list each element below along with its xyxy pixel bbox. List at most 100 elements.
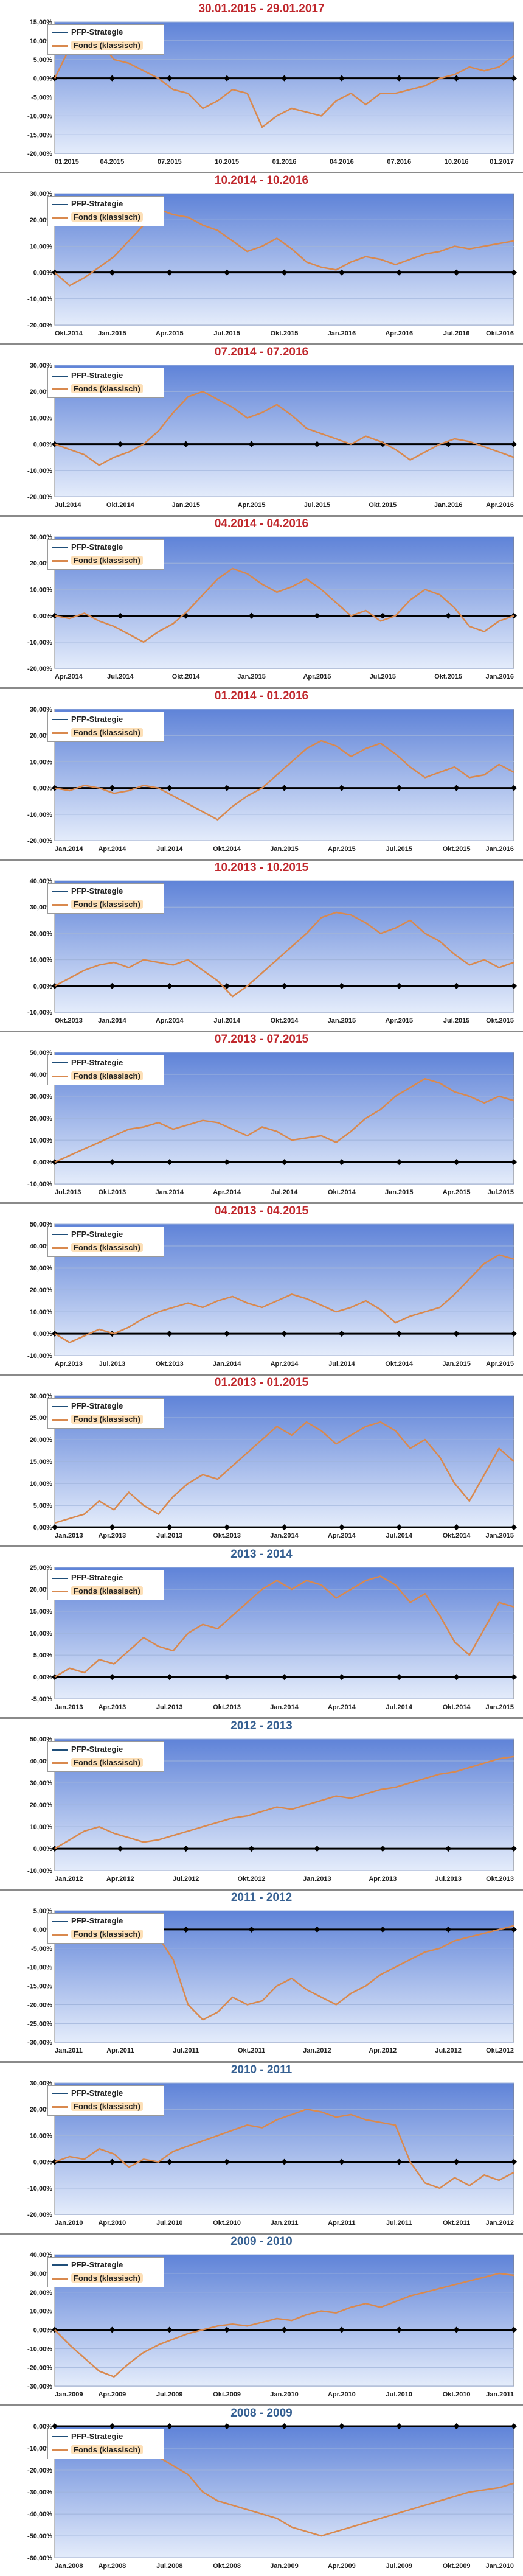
chart-panel: 2011 - 2012 -30,00% -25,00% -20,00% -15,00% -… [0,1889,523,2060]
y-tick-label: -15,00% [27,131,52,139]
strategy-marker [166,785,173,791]
x-tick-label: Apr.2013 [98,1704,126,1711]
legend-swatch-strategy [52,547,68,548]
strategy-marker [281,982,288,989]
chart-legend: PFP-Strategie Fonds (klassisch) [47,196,164,227]
y-tick-label: -20,00% [27,322,52,329]
strategy-marker [166,1158,173,1165]
y-tick-label: 10,00% [30,587,53,594]
x-tick-label: 04.2015 [100,158,124,166]
x-tick-label: Okt.2014 [271,1017,299,1024]
strategy-marker [166,2326,173,2333]
y-tick-label: 0,00% [33,2326,52,2334]
strategy-marker [248,1927,255,1933]
chart-title: 2009 - 2010 [230,2235,293,2248]
panel-divider [0,172,523,174]
fund-series-line [54,391,514,466]
legend-entry-strategy: PFP-Strategie [52,1228,123,1241]
strategy-marker [281,269,288,276]
chart-panel: 30.01.2015 - 29.01.2017 -20,00% -15,00% -10… [0,0,523,172]
legend-label-fund: Fonds (klassisch) [71,1758,143,1768]
legend-entry-fund: Fonds (klassisch) [52,555,143,567]
x-tick-label: Jul.2013 [156,1532,182,1539]
x-tick-label: Apr.2015 [156,330,184,337]
chart-panel: 2008 - 2009 -60,00% -50,00% -40,00% -30,00% -… [0,2404,523,2576]
y-tick-label: 30,00% [30,706,53,713]
strategy-marker [166,982,173,989]
fund-series-line [54,208,514,287]
legend-swatch-fund [52,1075,68,1077]
chart-panel: 10.2014 - 10.2016 -20,00% -10,00% 0,00% 10,0… [0,172,523,343]
legend-label-fund: Fonds (klassisch) [71,556,143,565]
fund-series-line [54,1755,514,1850]
legend-entry-fund: Fonds (klassisch) [52,1070,143,1082]
chart-panel: 01.2013 - 01.2015 0,00% 5,00% 10,00% 15,00% 2… [0,1374,523,1545]
x-tick-label: Okt.2010 [213,2219,241,2227]
y-tick-label: 20,00% [30,1287,53,1294]
x-tick-label: Jan.2012 [55,1875,83,1883]
strategy-marker [379,1846,386,1852]
y-tick-label: 40,00% [30,1758,53,1765]
legend-label-fund: Fonds (klassisch) [71,899,143,909]
x-tick-label: Okt.2011 [238,2048,265,2055]
strategy-marker [224,1158,230,1165]
legend-label-strategy: PFP-Strategie [71,371,123,380]
strategy-marker [109,1524,116,1531]
x-tick-label: Jul.2015 [370,674,396,681]
strategy-marker [281,1158,288,1165]
legend-entry-strategy: PFP-Strategie [52,885,123,897]
strategy-marker [52,613,58,620]
legend-label-fund: Fonds (klassisch) [71,1071,143,1080]
strategy-marker [224,982,230,989]
strategy-marker [109,2423,116,2429]
y-tick-label: 20,00% [30,732,53,740]
chart-legend: PFP-Strategie Fonds (klassisch) [47,2256,164,2287]
strategy-marker [248,1846,255,1852]
x-tick-label: Jul.2013 [55,1189,81,1196]
y-tick-label: 0,00% [33,1159,52,1166]
y-tick-label: 10,00% [30,2308,53,2315]
y-tick-label: -20,00% [27,666,52,673]
panel-divider [0,687,523,689]
y-tick-label: 0,00% [33,1524,52,1531]
x-tick-label: Okt.2013 [55,1017,83,1024]
legend-swatch-strategy [52,1405,68,1407]
legend-label-strategy: PFP-Strategie [71,714,123,724]
y-tick-label: -10,00% [27,1181,52,1188]
x-tick-label: Jan.2008 [55,2563,83,2570]
x-tick-label: 01.2017 [490,158,514,166]
y-tick-label: 0,00% [33,75,52,83]
chart-title: 01.2014 - 01.2016 [214,689,309,702]
legend-swatch-strategy [52,1921,68,1923]
legend-label-fund: Fonds (klassisch) [71,2273,143,2283]
x-tick-label: Okt.2013 [486,1875,514,1883]
legend-entry-strategy: PFP-Strategie [52,2087,123,2099]
legend-swatch-fund [52,903,68,906]
x-tick-label: Okt.2014 [328,1189,356,1196]
strategy-marker [109,269,116,276]
chart-panel: 2010 - 2011 -20,00% -10,00% 0,00% 10,00% 20,0… [0,2060,523,2233]
y-tick-label: 0,00% [33,441,52,449]
strategy-marker [248,441,255,447]
y-tick-label: 20,00% [30,1802,53,1809]
chart-panel: 01.2014 - 01.2016 -20,00% -10,00% 0,00% 10,0… [0,687,523,859]
y-tick-label: 30,00% [30,904,53,911]
x-tick-label: Apr.2010 [98,2219,126,2227]
x-tick-label: Jul.2013 [156,1704,182,1711]
strategy-marker [281,1331,288,1337]
legend-label-fund: Fonds (klassisch) [71,212,143,222]
x-tick-label: Apr.2015 [303,674,331,681]
legend-swatch-strategy [52,719,68,721]
x-tick-label: Apr.2011 [328,2219,355,2227]
x-tick-label: Jan.2014 [270,1704,299,1711]
y-tick-label: 40,00% [30,1243,53,1250]
x-tick-label: Jul.2015 [213,330,240,337]
strategy-marker [109,1674,116,1681]
line-chart: -10,00% 0,00% 10,00% 20,00% 30,00% 40,00% Okt.… [27,878,517,1024]
x-tick-label: Apr.2009 [98,2391,126,2398]
y-tick-label: -20,00% [27,2211,52,2219]
strategy-marker [281,75,288,82]
x-tick-label: Apr.2014 [271,1360,299,1368]
y-tick-label: 0,00% [33,1846,52,1853]
legend-entry-strategy: PFP-Strategie [52,713,123,726]
